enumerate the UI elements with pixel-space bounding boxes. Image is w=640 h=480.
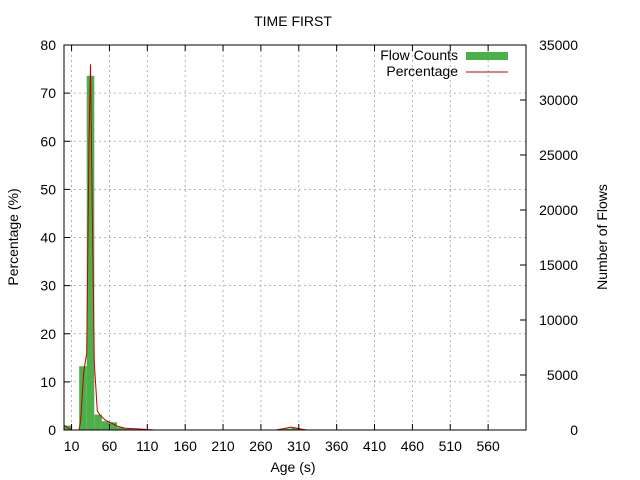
legend-label-flow-counts: Flow Counts bbox=[380, 47, 458, 63]
x-tick-label: 160 bbox=[174, 438, 198, 454]
percentage-line-path bbox=[63, 64, 519, 431]
flow-count-bar bbox=[79, 366, 87, 430]
y2-tick-label: 15000 bbox=[539, 257, 578, 273]
flow-count-bar bbox=[86, 75, 95, 431]
y2-tick-label: 35000 bbox=[539, 37, 578, 53]
y-tick-label: 0 bbox=[48, 422, 56, 438]
y2-tick-label: 25000 bbox=[539, 147, 578, 163]
x-tick-label: 60 bbox=[102, 438, 118, 454]
y2-tick-label: 5000 bbox=[547, 367, 578, 383]
percentage-line bbox=[63, 64, 519, 431]
chart-title: TIME FIRST bbox=[254, 13, 332, 29]
flow-count-bar bbox=[283, 428, 292, 430]
y-tick-label: 30 bbox=[40, 278, 56, 294]
x-tick-label: 510 bbox=[439, 438, 463, 454]
flow-count-bar bbox=[94, 414, 102, 430]
legend: Flow Counts Percentage bbox=[380, 47, 508, 79]
flow-count-bar bbox=[124, 428, 133, 430]
grid bbox=[64, 45, 526, 430]
y-axis-title: Percentage (%) bbox=[5, 188, 21, 285]
y-tick-label: 70 bbox=[40, 85, 56, 101]
flow-count-bar bbox=[117, 427, 125, 430]
x-tick-label: 360 bbox=[325, 438, 349, 454]
y-axis-ticks: 0 10 20 30 40 50 60 70 80 bbox=[40, 37, 70, 438]
y-tick-label: 40 bbox=[40, 230, 56, 246]
x-tick-label: 210 bbox=[211, 438, 235, 454]
x-tick-label: 310 bbox=[287, 438, 311, 454]
y2-tick-label: 30000 bbox=[539, 92, 578, 108]
flow-count-bar bbox=[109, 422, 118, 430]
x-tick-label: 110 bbox=[136, 438, 159, 454]
x-tick-label: 460 bbox=[401, 438, 425, 454]
legend-swatch-flow-counts bbox=[466, 52, 508, 60]
y2-axis-title: Number of Flows bbox=[594, 184, 610, 290]
y-tick-label: 60 bbox=[40, 133, 56, 149]
x-tick-label: 10 bbox=[64, 438, 80, 454]
y-tick-label: 50 bbox=[40, 181, 56, 197]
x-tick-label: 560 bbox=[476, 438, 500, 454]
y2-tick-label: 20000 bbox=[539, 202, 578, 218]
legend-label-percentage: Percentage bbox=[386, 63, 458, 79]
y2-axis-ticks: 0 5000 10000 15000 20000 25000 30000 35000 bbox=[520, 37, 578, 438]
flow-count-bar bbox=[291, 427, 299, 430]
x-tick-label: 260 bbox=[249, 438, 273, 454]
flow-count-bar bbox=[101, 421, 110, 430]
y2-tick-label: 10000 bbox=[539, 312, 578, 328]
y2-tick-label: 0 bbox=[570, 422, 578, 438]
y-tick-label: 80 bbox=[40, 37, 56, 53]
y-tick-label: 10 bbox=[40, 374, 56, 390]
x-tick-label: 410 bbox=[363, 438, 387, 454]
x-axis-ticks: 10 60 110 160 210 260 310 360 410 460 510 560 bbox=[64, 45, 500, 454]
x-axis-title: Age (s) bbox=[270, 459, 315, 475]
y-tick-label: 20 bbox=[40, 326, 56, 342]
